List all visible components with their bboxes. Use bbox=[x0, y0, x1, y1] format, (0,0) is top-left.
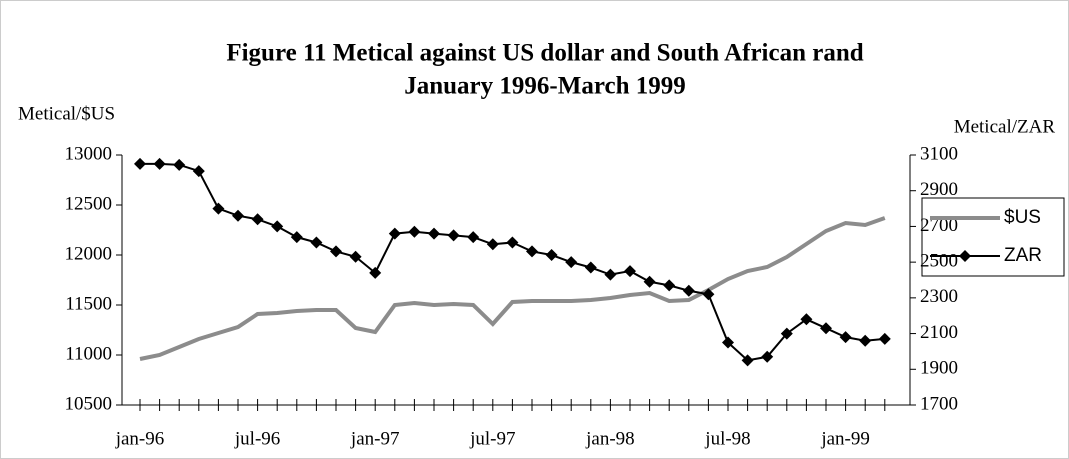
chart-title: Figure 11 Metical against US dollar and … bbox=[226, 40, 863, 67]
point bbox=[604, 268, 617, 281]
point bbox=[349, 250, 362, 263]
y-tick-label: 10500 bbox=[65, 393, 113, 414]
point bbox=[506, 236, 519, 249]
y-tick-label: 13000 bbox=[65, 143, 113, 164]
point bbox=[408, 225, 421, 238]
legend-box bbox=[921, 197, 1065, 277]
point bbox=[878, 332, 891, 345]
point bbox=[290, 231, 303, 244]
chart-subtitle: January 1996-March 1999 bbox=[404, 73, 685, 100]
point bbox=[369, 266, 382, 279]
x-tick-label: jan-98 bbox=[585, 428, 635, 449]
y2-tick-label: 2100 bbox=[920, 322, 958, 343]
point bbox=[134, 157, 146, 170]
legend-marker bbox=[959, 250, 971, 262]
point bbox=[859, 334, 872, 347]
y2-tick-label: 1700 bbox=[920, 393, 958, 414]
point bbox=[251, 213, 264, 226]
point bbox=[310, 236, 323, 249]
x-tick-label: jan-96 bbox=[115, 428, 165, 449]
point bbox=[212, 202, 225, 215]
legend-label: ZAR bbox=[1004, 245, 1042, 266]
point bbox=[800, 313, 813, 326]
y2-tick-label: 2300 bbox=[920, 286, 958, 307]
point bbox=[271, 220, 284, 233]
point bbox=[643, 275, 656, 288]
point bbox=[330, 245, 342, 258]
y-tick-label: 11000 bbox=[65, 343, 112, 364]
point bbox=[545, 249, 558, 261]
y2-axis-label: Metical/ZAR bbox=[954, 116, 1056, 137]
point bbox=[702, 288, 715, 301]
y2-tick-label: 2900 bbox=[920, 179, 958, 200]
point bbox=[388, 227, 401, 240]
y2-tick-label: 2500 bbox=[920, 251, 958, 272]
y2-tick-label: 2700 bbox=[920, 215, 958, 236]
point bbox=[232, 209, 244, 222]
point bbox=[447, 229, 460, 242]
point bbox=[584, 261, 597, 274]
point bbox=[565, 256, 578, 269]
point bbox=[682, 284, 695, 297]
legend-label: $US bbox=[1004, 207, 1041, 228]
point bbox=[173, 158, 186, 171]
x-tick-label: jul-97 bbox=[469, 428, 515, 449]
y-tick-label: 12500 bbox=[65, 193, 113, 214]
point bbox=[486, 238, 499, 251]
point bbox=[526, 245, 538, 258]
point bbox=[467, 231, 480, 244]
point bbox=[428, 227, 440, 240]
x-tick-label: jul-98 bbox=[704, 428, 750, 449]
point bbox=[153, 157, 166, 170]
y-tick-label: 12000 bbox=[65, 243, 113, 264]
point bbox=[839, 331, 852, 344]
point bbox=[820, 322, 832, 335]
point bbox=[722, 336, 734, 349]
point bbox=[663, 279, 676, 292]
x-tick-label: jan-97 bbox=[350, 428, 400, 449]
series-line bbox=[139, 216, 886, 361]
point bbox=[780, 327, 793, 340]
y2-tick-label: 3100 bbox=[920, 143, 958, 164]
point bbox=[761, 350, 774, 363]
y2-tick-label: 1900 bbox=[920, 358, 958, 379]
x-tick-label: jul-96 bbox=[234, 428, 280, 449]
x-tick-label: jan-99 bbox=[820, 428, 870, 449]
y-tick-label: 11500 bbox=[65, 293, 112, 314]
point bbox=[624, 265, 636, 278]
y-axis-label: Metical/$US bbox=[18, 103, 115, 124]
point bbox=[741, 354, 754, 367]
point bbox=[192, 165, 205, 178]
